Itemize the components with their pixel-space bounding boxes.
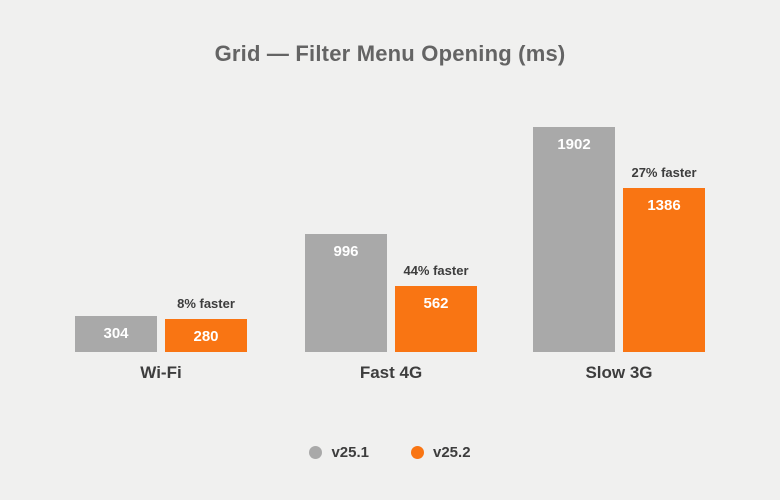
legend-item-v25-1: v25.1	[309, 444, 369, 461]
bar-value-label: 996	[333, 243, 359, 260]
category-label-wi-fi: Wi-Fi	[140, 363, 182, 382]
bar-value-label: 1902	[557, 136, 591, 153]
legend-label: v25.2	[433, 444, 471, 461]
bar-value-label: 304	[103, 325, 129, 342]
legend-dot-icon	[309, 446, 323, 459]
bar-v25-1-wi-fi: 304	[75, 316, 157, 352]
legend: v25.1 v25.2	[0, 444, 780, 461]
bar-value-label: 562	[423, 295, 449, 312]
category-label-slow-3g: Slow 3G	[585, 363, 653, 382]
bar-value-label: 280	[193, 328, 219, 345]
faster-annotation-wi-fi: 8% faster	[177, 296, 235, 311]
faster-annotation-slow-3g: 27% faster	[631, 165, 697, 180]
category-label-fast-4g: Fast 4G	[359, 363, 423, 382]
bar-v25-2-fast-4g: 562	[395, 286, 477, 352]
legend-label: v25.1	[331, 444, 369, 461]
legend-dot-icon	[411, 446, 424, 459]
bar-v25-1-slow-3g: 1902	[533, 127, 615, 352]
chart-title: Grid — Filter Menu Opening (ms)	[214, 41, 566, 66]
legend-item-v25-2: v25.2	[411, 444, 471, 461]
bar-v25-2-wi-fi: 280	[165, 319, 247, 352]
bar-value-label: 1386	[647, 197, 681, 214]
bar-v25-1-fast-4g: 996	[305, 234, 387, 352]
bar-v25-2-slow-3g: 1386	[623, 188, 705, 352]
faster-annotation-fast-4g: 44% faster	[403, 263, 469, 278]
